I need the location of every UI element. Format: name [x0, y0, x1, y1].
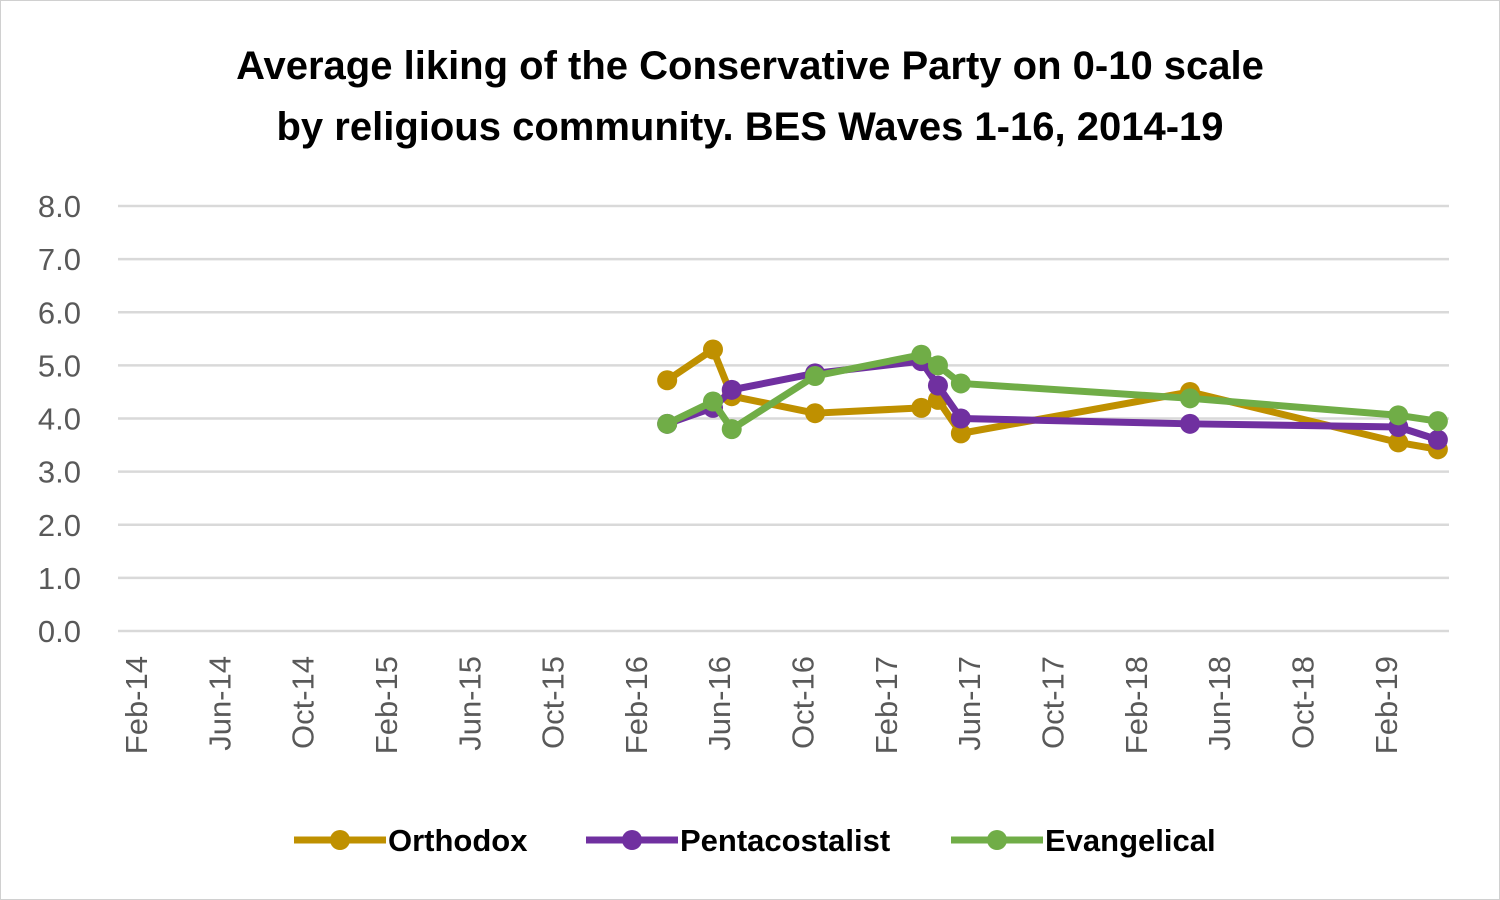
legend-swatch-marker [330, 830, 350, 850]
data-point [805, 403, 826, 424]
x-tick-label: Oct-16 [786, 656, 821, 749]
data-point [1179, 388, 1200, 409]
data-point [1388, 405, 1409, 426]
y-tick-label: 2.0 [38, 508, 81, 543]
x-tick-label: Feb-15 [369, 656, 404, 754]
data-point [721, 379, 742, 400]
y-tick-label: 0.0 [38, 614, 81, 649]
legend-item-evangelical: Evangelical [951, 823, 1216, 858]
y-tick-label: 5.0 [38, 348, 81, 383]
data-point [702, 391, 723, 412]
y-tick-label: 7.0 [38, 242, 81, 277]
legend-item-orthodox: Orthodox [294, 823, 528, 858]
chart-title-line-1: Average liking of the Conservative Party… [236, 44, 1264, 88]
x-tick-label: Feb-16 [619, 656, 654, 754]
x-tick-label: Oct-18 [1285, 656, 1320, 749]
y-tick-label: 4.0 [38, 402, 81, 437]
x-tick-label: Feb-18 [1119, 656, 1154, 754]
y-tick-label: 8.0 [38, 189, 81, 224]
x-tick-label: Jun-18 [1202, 656, 1237, 751]
x-tick-label: Jun-15 [452, 656, 487, 751]
data-point [721, 419, 742, 440]
data-point [702, 339, 723, 360]
y-tick-label: 1.0 [38, 561, 81, 596]
x-tick-label: Feb-19 [1369, 656, 1404, 754]
data-point [657, 413, 678, 434]
data-point [805, 366, 826, 386]
legend-label: Evangelical [1045, 823, 1216, 858]
x-tick-label: Jun-17 [952, 656, 987, 751]
x-tick-label: Jun-14 [202, 656, 237, 751]
legend-label: Pentacostalist [680, 823, 890, 858]
data-point [950, 423, 971, 444]
y-tick-label: 3.0 [38, 455, 81, 490]
x-tick-label: Jun-16 [702, 656, 737, 751]
y-tick-label: 6.0 [38, 295, 81, 330]
legend-swatch-marker [622, 830, 642, 850]
data-point [1179, 413, 1200, 434]
legend-label: Orthodox [388, 823, 528, 858]
data-point [1427, 429, 1448, 450]
data-point [911, 397, 932, 418]
series-evangelical [657, 344, 1448, 440]
x-tick-label: Oct-17 [1036, 656, 1071, 749]
chart-title-line-2: by religious community. BES Waves 1-16, … [276, 105, 1223, 149]
x-tick-label: Feb-17 [869, 656, 904, 754]
data-point [950, 373, 971, 394]
data-point [950, 408, 971, 429]
x-tick-label: Feb-14 [119, 656, 154, 754]
data-point [657, 370, 678, 391]
legend-swatch-marker [987, 830, 1007, 850]
x-tick-label: Oct-14 [286, 656, 321, 749]
legend-item-pentacostalist: Pentacostalist [586, 823, 890, 858]
data-point [927, 355, 948, 376]
data-point [1427, 411, 1448, 432]
data-point [927, 375, 948, 396]
data-point [1388, 432, 1409, 453]
x-tick-label: Oct-15 [536, 656, 571, 749]
data-point [911, 344, 932, 365]
